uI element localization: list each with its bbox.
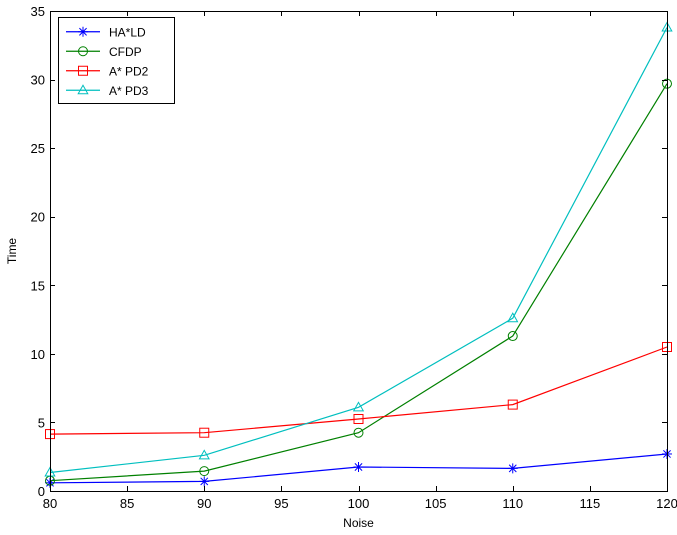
y-tick-label: 15 — [31, 278, 45, 293]
series-1 — [45, 448, 672, 488]
data-point — [199, 427, 210, 438]
series-layer — [44, 21, 673, 488]
legend-entry: A* PD3 — [66, 84, 149, 98]
legend-marker — [78, 26, 88, 37]
axis-layer: 80 85 90 95 100 105 110 115 120 0 5 10 15 20 25 30 35 — [31, 4, 677, 511]
legend-marker — [78, 46, 88, 57]
data-point — [507, 331, 518, 342]
legend-label: HA*LD — [109, 25, 146, 39]
data-point — [199, 466, 210, 477]
data-point — [353, 414, 364, 424]
y-tick-label: 5 — [38, 415, 45, 430]
legend: HA*LD CFDP A* PD2 A* PD3 — [58, 17, 175, 104]
x-tick-label: 105 — [425, 496, 447, 511]
legend-label: A* PD2 — [109, 64, 149, 78]
series-line — [49, 83, 668, 482]
legend-label: CFDP — [109, 45, 142, 59]
data-point — [352, 401, 365, 412]
x-tick-label: 120 — [656, 496, 677, 511]
x-tick-label: 85 — [120, 496, 134, 511]
x-tick-label: 110 — [502, 496, 523, 511]
y-tick-label: 30 — [31, 73, 45, 88]
data-point — [353, 427, 364, 438]
data-point — [199, 476, 210, 487]
x-tick-label: 100 — [348, 496, 370, 511]
legend-entry: HA*LD — [66, 25, 146, 39]
legend-label: A* PD3 — [109, 84, 149, 98]
legend-entry: CFDP — [66, 45, 142, 59]
y-tick-label: 10 — [31, 347, 45, 362]
series-4 — [44, 21, 673, 477]
y-tick-label: 35 — [31, 4, 45, 19]
x-tick-label: 95 — [274, 496, 288, 511]
legend-marker — [78, 65, 88, 76]
y-tick-label: 0 — [38, 484, 45, 499]
data-point — [507, 399, 518, 410]
legend-marker — [77, 84, 89, 95]
y-axis-label: Time — [5, 238, 19, 265]
legend-entry: A* PD2 — [66, 64, 149, 78]
data-point — [353, 462, 364, 472]
series-line — [49, 346, 668, 435]
data-point — [507, 463, 518, 474]
data-point — [507, 312, 519, 323]
x-tick-label: 115 — [580, 496, 601, 511]
series-line — [49, 27, 668, 474]
data-point — [198, 449, 210, 460]
x-tick-label: 90 — [197, 496, 211, 511]
x-tick-label: 80 — [43, 496, 57, 511]
y-tick-label: 25 — [31, 141, 45, 156]
x-axis-label: Noise — [343, 516, 374, 530]
y-tick-label: 20 — [31, 210, 45, 225]
